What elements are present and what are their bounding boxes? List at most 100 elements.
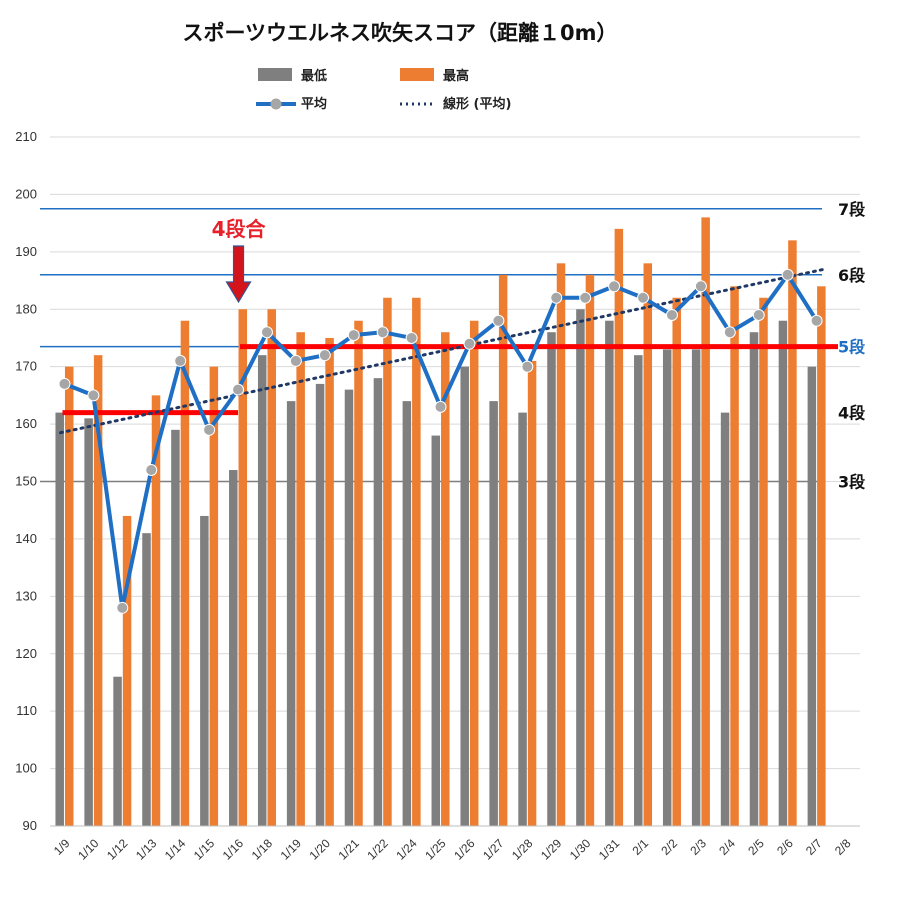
bar-min-1/29 xyxy=(547,332,556,826)
avg-point-2/5 xyxy=(752,308,765,321)
bar-max-2/1 xyxy=(643,263,653,827)
bar-max-2/7 xyxy=(817,286,826,826)
x-tick-label: 2/4 xyxy=(716,836,738,858)
reference-label-7段: 7段 xyxy=(838,200,866,219)
bar-max-2/5 xyxy=(759,297,768,826)
y-tick-label: 120 xyxy=(15,646,37,661)
y-tick-label: 140 xyxy=(15,531,37,546)
x-tick-label: 2/2 xyxy=(658,836,680,858)
avg-point-1/31 xyxy=(608,280,621,293)
x-tick-label: 2/3 xyxy=(687,836,709,858)
bar-max-2/6 xyxy=(788,240,797,827)
y-tick-label: 90 xyxy=(23,818,37,833)
bar-max-1/26 xyxy=(469,320,479,826)
x-tick-label: 1/9 xyxy=(51,836,73,858)
avg-point-1/12 xyxy=(116,601,129,614)
bar-min-1/28 xyxy=(518,412,527,826)
x-tick-label: 2/5 xyxy=(745,836,767,858)
bar-min-2/3 xyxy=(691,349,701,826)
avg-point-1/14 xyxy=(174,354,187,367)
bar-max-2/2 xyxy=(672,297,681,826)
x-tick-label: 1/20 xyxy=(307,836,334,863)
avg-point-1/29 xyxy=(550,291,563,304)
y-tick-label: 170 xyxy=(15,359,37,374)
bar-min-2/7 xyxy=(807,366,817,826)
bar-max-1/12 xyxy=(122,515,132,826)
avg-point-1/22 xyxy=(376,326,389,339)
bars-max-series xyxy=(64,217,826,827)
avg-point-1/9 xyxy=(58,377,71,390)
reference-label-5段: 5段 xyxy=(838,338,866,357)
y-axis: 90 100 110 120 130 140 150 160 170 180 190 200 210 xyxy=(15,129,37,833)
bar-min-2/6 xyxy=(778,320,788,826)
bar-min-1/25 xyxy=(431,435,441,826)
avg-point-1/13 xyxy=(145,464,158,477)
legend-swatch-max xyxy=(400,68,434,81)
avg-point-2/2 xyxy=(665,308,678,321)
avg-point-1/24 xyxy=(405,331,418,344)
bar-min-2/5 xyxy=(749,332,759,826)
y-tick-label: 150 xyxy=(15,474,37,489)
legend-label-avg: 平均 xyxy=(301,96,327,112)
bar-max-1/18 xyxy=(267,309,276,826)
bar-min-1/13 xyxy=(142,533,151,826)
x-tick-label: 1/24 xyxy=(393,836,420,863)
bar-max-1/25 xyxy=(441,332,450,826)
x-tick-label: 1/22 xyxy=(364,836,391,863)
bar-max-1/19 xyxy=(296,332,305,826)
bar-min-1/27 xyxy=(489,401,498,826)
avg-point-2/4 xyxy=(723,326,736,339)
x-tick-label: 1/27 xyxy=(480,836,507,863)
annotation-arrow-icon xyxy=(225,245,252,304)
avg-point-1/30 xyxy=(579,291,592,304)
y-tick-label: 130 xyxy=(15,588,37,603)
avg-point-1/21 xyxy=(347,329,360,342)
x-tick-label: 1/10 xyxy=(75,836,102,863)
y-tick-label: 100 xyxy=(15,761,37,776)
bar-min-1/31 xyxy=(605,320,614,826)
x-tick-label: 1/16 xyxy=(220,836,247,863)
bar-min-1/21 xyxy=(344,389,354,826)
bar-max-1/27 xyxy=(498,274,508,826)
y-tick-label: 110 xyxy=(16,703,37,718)
avg-point-2/1 xyxy=(637,291,650,304)
bar-max-1/14 xyxy=(180,320,190,826)
bar-max-1/20 xyxy=(325,337,334,826)
bar-min-1/9 xyxy=(55,412,64,826)
x-tick-label: 1/29 xyxy=(538,836,565,863)
x-tick-label: 2/1 xyxy=(629,836,651,858)
bar-max-1/10 xyxy=(93,355,103,826)
trendline xyxy=(58,267,827,435)
bar-max-1/9 xyxy=(64,366,74,826)
bar-min-2/4 xyxy=(720,412,730,826)
legend-label-min: 最低 xyxy=(301,68,327,84)
annotation-text: 4段合 xyxy=(212,217,267,241)
average-line-series xyxy=(58,268,823,614)
bar-min-1/24 xyxy=(402,401,412,826)
bar-min-1/12 xyxy=(113,676,122,826)
reference-label-3段: 3段 xyxy=(838,473,866,492)
avg-point-1/10 xyxy=(87,389,100,402)
avg-point-1/26 xyxy=(463,337,476,350)
avg-point-2/6 xyxy=(781,268,794,281)
bar-min-2/1 xyxy=(634,355,643,826)
bars-min-series xyxy=(55,309,817,826)
x-tick-label: 1/15 xyxy=(191,836,218,863)
avg-point-1/19 xyxy=(289,354,302,367)
avg-point-2/3 xyxy=(694,280,707,293)
y-tick-label: 200 xyxy=(15,186,37,201)
bar-max-1/15 xyxy=(209,366,219,826)
bar-min-1/10 xyxy=(84,418,93,826)
avg-point-2/7 xyxy=(810,314,823,327)
avg-point-1/18 xyxy=(260,326,273,339)
x-tick-label: 1/25 xyxy=(422,836,449,863)
avg-point-1/28 xyxy=(521,360,534,373)
x-tick-label: 1/19 xyxy=(278,836,305,863)
reference-label-6段: 6段 xyxy=(838,266,866,285)
x-tick-label: 2/8 xyxy=(832,836,854,858)
bar-min-1/14 xyxy=(171,429,180,826)
x-tick-label: 2/6 xyxy=(774,836,796,858)
legend: 最低 最高 平均 線形 (平均) xyxy=(256,68,511,112)
bar-max-1/29 xyxy=(556,263,566,827)
